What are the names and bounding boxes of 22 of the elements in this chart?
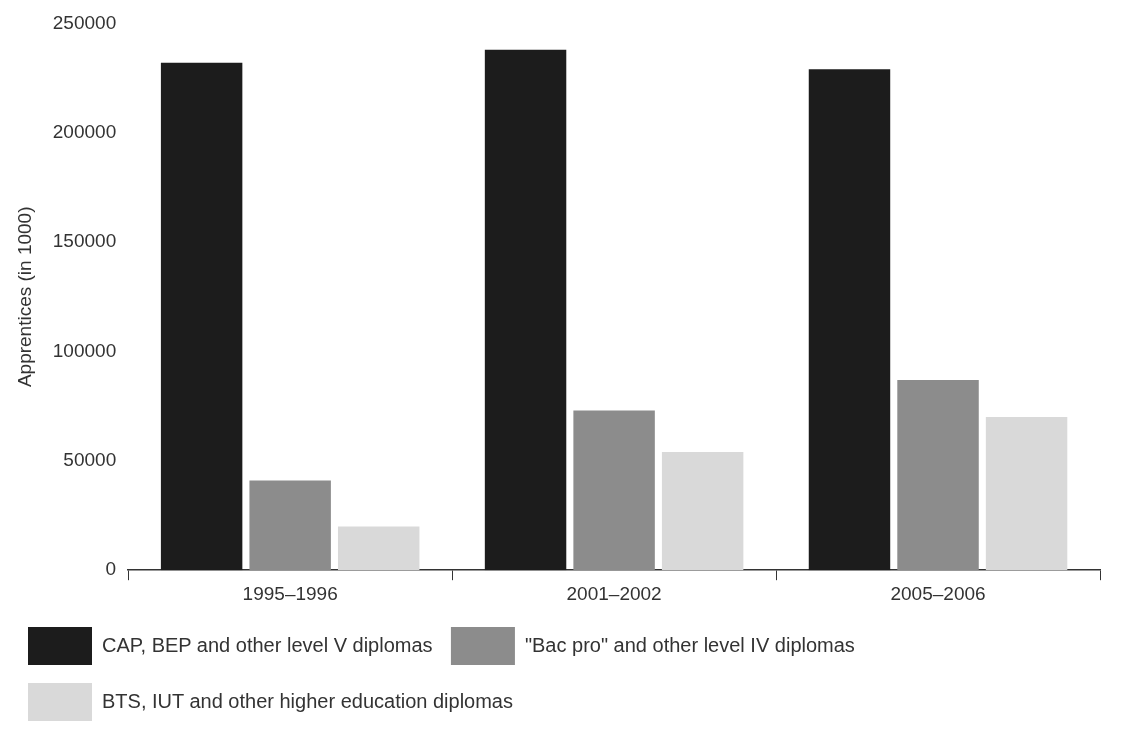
legend-label: "Bac pro" and other level IV diplomas — [524, 633, 855, 656]
x-tick-label: 2005–2006 — [890, 582, 986, 604]
y-tick-label: 150000 — [52, 230, 117, 252]
bar — [337, 526, 420, 571]
legend-label: BTS, IUT and other higher education diplomas — [102, 689, 513, 712]
bar — [160, 62, 243, 571]
x-tick-label: 2001–2002 — [566, 582, 662, 604]
bar — [249, 480, 331, 571]
bar — [484, 49, 567, 571]
y-tick-label: 50000 — [63, 449, 117, 471]
bar — [661, 452, 744, 571]
x-tick-label: 1995–1996 — [242, 582, 338, 604]
bar — [808, 69, 891, 571]
bar — [573, 410, 655, 571]
bar — [897, 379, 979, 571]
bar — [985, 417, 1068, 571]
y-tick-label: 200000 — [52, 120, 117, 142]
legend-label: CAP, BEP and other level V diplomas — [102, 633, 433, 656]
y-tick-label: 0 — [105, 558, 117, 580]
y-axis-title: Apprentices (in 1000) — [13, 206, 35, 388]
y-tick-label: 250000 — [52, 11, 117, 33]
y-tick-label: 100000 — [52, 339, 117, 361]
